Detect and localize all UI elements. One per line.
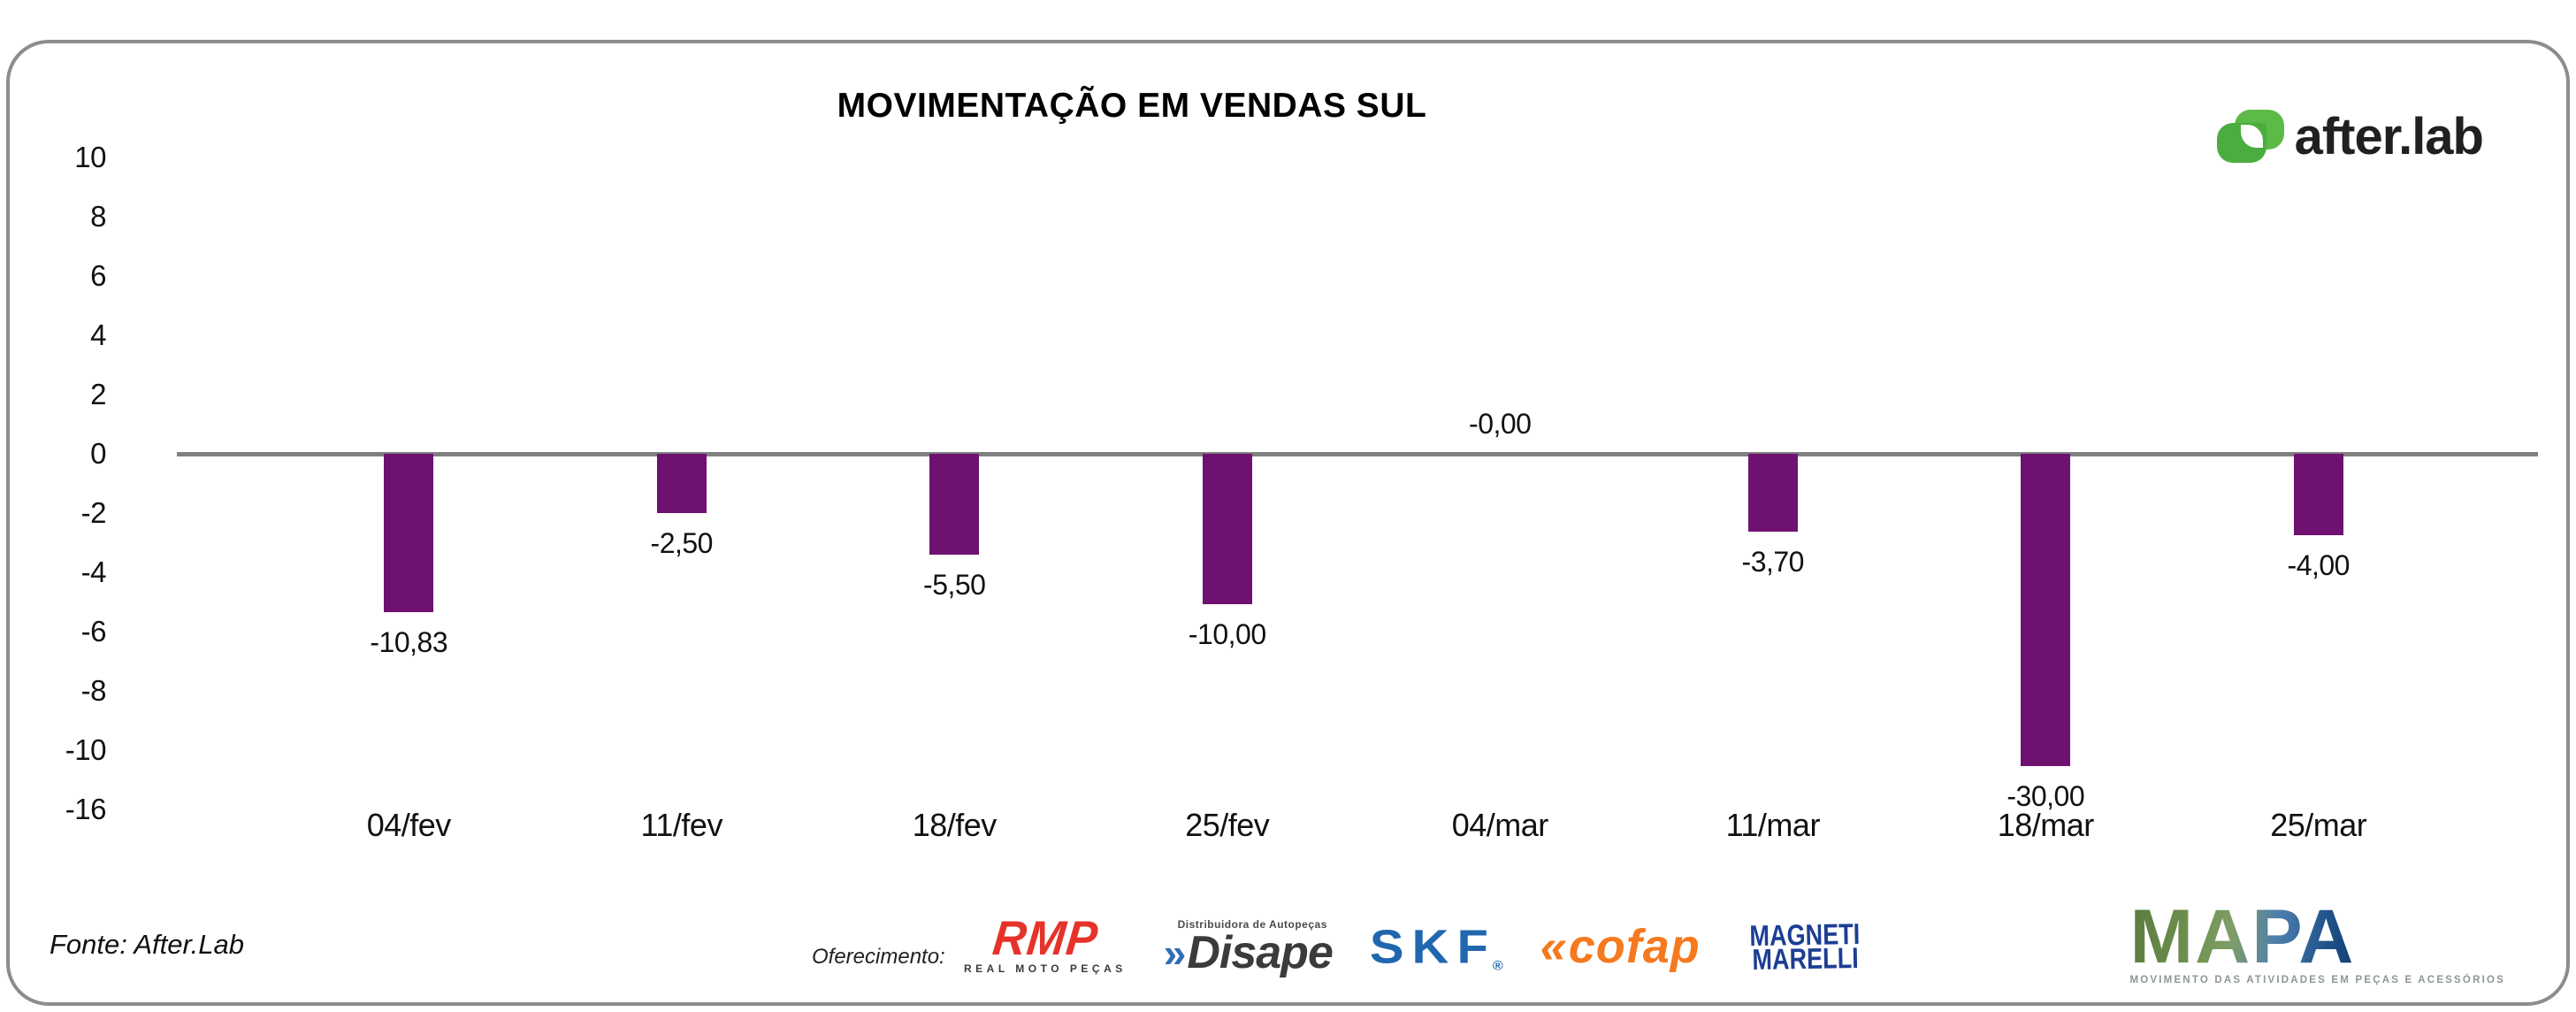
magneti-marelli-logo: MAGNETI MARELLI [1737,917,1872,977]
rmp-subtext: REAL MOTO PEÇAS [964,962,1127,975]
disape-chevron-icon: » [1163,930,1187,976]
bar-value-label: -10,00 [1188,618,1266,650]
y-axis-tick-label: -16 [65,793,107,825]
y-axis-tick-label: 8 [90,200,106,233]
bar [929,454,980,555]
x-axis-label: 11/mar [1725,807,1821,843]
y-axis-tick-label: 0 [90,437,106,470]
bar-value-label: -30,00 [2007,780,2085,812]
bar-value-label: -0,00 [1469,408,1532,440]
bar [2021,454,2071,766]
x-axis-label: 04/mar [1451,807,1549,843]
afterlab-leaf-icon [2216,110,2284,163]
sponsor-label: Oferecimento: [812,945,945,969]
y-axis-tick-label: -10 [65,733,107,766]
rmp-wordmark: RMP [990,911,1101,966]
marelli-line: MARELLI [1751,940,1859,977]
cofap-arrow-icon: « [1540,920,1567,973]
bar-value-label: -10,83 [370,626,448,658]
bar [1747,454,1798,532]
y-axis-tick-label: 10 [74,141,106,173]
bar-value-label: -5,50 [923,569,986,601]
chart-title: MOVIMENTAÇÃO EM VENDAS SUL [837,87,1427,125]
rmp-logo: RMP REAL MOTO PEÇAS [964,911,1127,975]
bar-value-label: -2,50 [650,527,714,559]
x-axis-label: 18/mar [1997,807,2095,843]
bar [384,454,434,612]
afterlab-logo: after.lab [2216,107,2484,165]
y-axis-tick-label: 6 [90,259,106,292]
mapa-wordmark: MAPA [2129,894,2356,979]
x-axis-label: 11/fev [640,807,723,843]
x-axis-label: 25/mar [2270,807,2367,843]
bar [1202,454,1252,604]
disape-wordmark: Disape [1187,927,1334,978]
disape-wordmark-row: » Disape [1163,927,1334,978]
y-axis-tick-label: 4 [90,318,106,351]
afterlab-wordmark: after.lab [2294,107,2484,165]
x-axis-label: 25/fev [1185,807,1270,843]
bar [656,454,707,513]
source-note: Fonte: After.Lab [50,929,244,960]
skf-wordmark: SKF [1369,920,1496,973]
x-axis-label: 04/fev [366,807,452,843]
disape-subtext: Distribuidora de Autopeças [1177,918,1327,931]
registered-mark-icon: ® [1492,959,1503,973]
mapa-tagline: MOVIMENTO DAS ATIVIDADES EM PEÇAS E ACES… [2129,975,2505,985]
bar-value-label: -3,70 [1741,546,1805,578]
cofap-logo: « cofap [1540,919,1701,974]
y-axis-tick-label: -2 [80,496,107,529]
mapa-logo: MAPA MOVIMENTO DAS ATIVIDADES EM PEÇAS E… [2129,894,2505,985]
sponsor-logos: RMP REAL MOTO PEÇAS Distribuidora de Aut… [964,911,1872,982]
y-axis-tick-label: -6 [80,615,107,648]
zero-baseline [177,452,2538,456]
bar-value-label: -4,00 [2287,549,2351,581]
cofap-wordmark: cofap [1568,920,1701,973]
skf-logo: SKF ® [1370,919,1503,974]
y-axis-tick-label: 2 [90,378,106,410]
disape-logo: Distribuidora de Autopeças » Disape [1163,918,1334,978]
x-axis-label: 18/fev [912,807,998,843]
bar [2293,454,2343,535]
y-axis-tick-label: -4 [80,556,107,588]
y-axis-tick-label: -8 [80,674,107,707]
